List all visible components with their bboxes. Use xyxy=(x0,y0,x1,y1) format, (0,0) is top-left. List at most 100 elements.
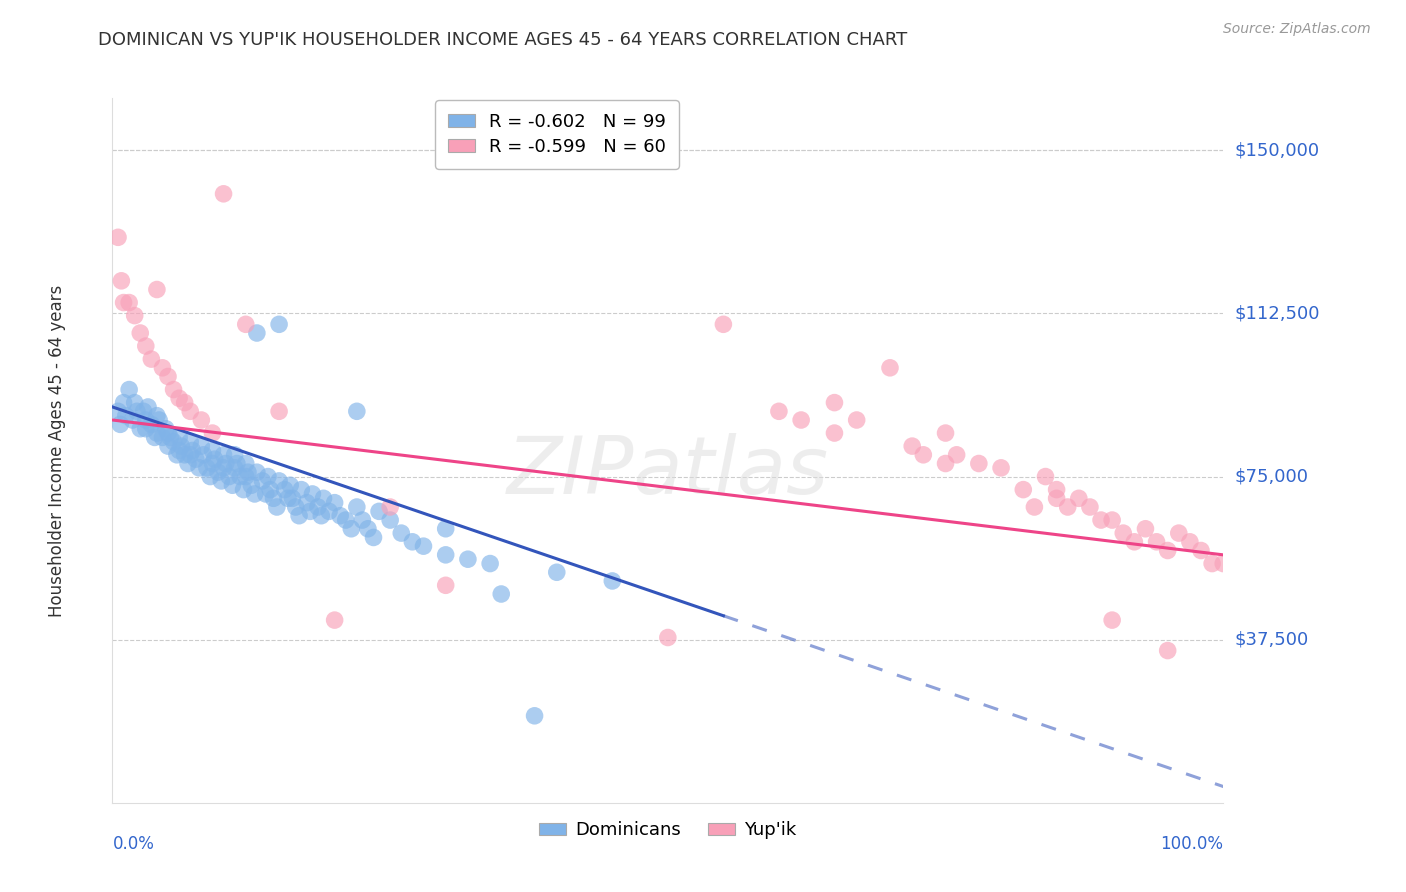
Point xyxy=(357,522,380,536)
Point xyxy=(146,409,169,423)
Text: Householder Income Ages 45 - 64 years: Householder Income Ages 45 - 64 years xyxy=(48,285,66,616)
Point xyxy=(281,491,304,506)
Point xyxy=(188,461,211,475)
Point xyxy=(845,413,868,427)
Point xyxy=(107,230,129,244)
Point xyxy=(602,574,624,588)
Point xyxy=(380,513,402,527)
Point xyxy=(657,631,679,645)
Point xyxy=(935,457,957,471)
Point xyxy=(1024,500,1046,514)
Point xyxy=(945,448,967,462)
Point xyxy=(221,478,243,492)
Point xyxy=(170,439,193,453)
Point xyxy=(162,383,184,397)
Point xyxy=(179,434,201,449)
Point xyxy=(195,461,218,475)
Point xyxy=(190,413,212,427)
Text: ZIPatlas: ZIPatlas xyxy=(506,433,830,510)
Point xyxy=(546,566,568,580)
Point xyxy=(132,404,155,418)
Point xyxy=(167,430,190,444)
Point xyxy=(267,318,291,332)
Point xyxy=(201,457,224,471)
Point xyxy=(212,461,235,475)
Point xyxy=(329,508,352,523)
Point xyxy=(935,425,957,440)
Point xyxy=(1212,557,1234,571)
Point xyxy=(901,439,924,453)
Point xyxy=(824,395,846,409)
Point xyxy=(1146,534,1168,549)
Point xyxy=(121,413,143,427)
Point xyxy=(301,487,323,501)
Point xyxy=(157,425,180,440)
Point xyxy=(290,483,312,497)
Point xyxy=(1056,500,1078,514)
Point xyxy=(389,526,412,541)
Point xyxy=(124,395,146,409)
Point xyxy=(243,487,266,501)
Legend: Dominicans, Yup'ik: Dominicans, Yup'ik xyxy=(531,814,804,847)
Point xyxy=(201,425,224,440)
Point xyxy=(434,522,457,536)
Point xyxy=(1135,522,1157,536)
Point xyxy=(412,539,434,553)
Point xyxy=(143,430,166,444)
Point xyxy=(273,483,295,497)
Point xyxy=(434,548,457,562)
Point xyxy=(141,417,163,432)
Point xyxy=(235,457,257,471)
Point xyxy=(235,469,257,483)
Text: 100.0%: 100.0% xyxy=(1160,835,1223,853)
Point xyxy=(479,557,502,571)
Point xyxy=(107,404,129,418)
Point xyxy=(1090,513,1112,527)
Point xyxy=(129,422,152,436)
Point xyxy=(967,457,990,471)
Point xyxy=(129,326,152,340)
Point xyxy=(235,318,257,332)
Point xyxy=(190,439,212,453)
Point xyxy=(912,448,935,462)
Point xyxy=(112,395,135,409)
Point xyxy=(380,500,402,514)
Point xyxy=(713,318,735,332)
Point xyxy=(1201,557,1223,571)
Point xyxy=(135,413,157,427)
Point xyxy=(252,474,274,488)
Point xyxy=(167,443,190,458)
Point xyxy=(148,413,170,427)
Point xyxy=(284,500,307,514)
Point xyxy=(1123,534,1146,549)
Point xyxy=(118,383,141,397)
Point xyxy=(1156,643,1178,657)
Point xyxy=(263,491,285,506)
Point xyxy=(1167,526,1189,541)
Text: $112,500: $112,500 xyxy=(1234,304,1320,322)
Point xyxy=(146,425,169,440)
Point xyxy=(307,500,329,514)
Text: $37,500: $37,500 xyxy=(1234,631,1309,648)
Point xyxy=(173,448,195,462)
Point xyxy=(340,522,363,536)
Point xyxy=(318,504,340,518)
Point xyxy=(159,430,181,444)
Point xyxy=(135,339,157,353)
Point xyxy=(141,352,163,367)
Point xyxy=(1012,483,1035,497)
Point xyxy=(212,186,235,201)
Point xyxy=(218,469,240,483)
Point xyxy=(879,360,901,375)
Point xyxy=(179,404,201,418)
Point xyxy=(1101,513,1123,527)
Point xyxy=(177,457,200,471)
Point xyxy=(110,417,132,432)
Point xyxy=(146,283,169,297)
Point xyxy=(1112,526,1135,541)
Point xyxy=(266,500,288,514)
Point xyxy=(152,430,174,444)
Point xyxy=(457,552,479,566)
Point xyxy=(232,483,254,497)
Point xyxy=(112,295,135,310)
